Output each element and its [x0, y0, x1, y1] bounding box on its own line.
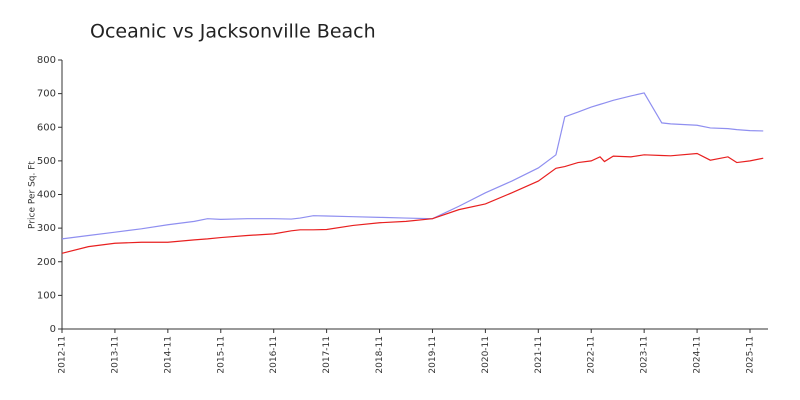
y-tick-label: 600	[37, 122, 56, 133]
y-tick-label: 700	[37, 89, 56, 100]
x-tick-label: 2023-11	[640, 336, 650, 374]
y-tick-label: 500	[37, 156, 56, 167]
x-tick-label: 2014-11	[163, 336, 173, 374]
chart-title: Oceanic vs Jacksonville Beach	[90, 21, 376, 43]
x-tick-label: 2022-11	[587, 336, 597, 374]
y-tick-label: 0	[50, 324, 56, 335]
line-series	[61, 92, 764, 240]
x-tick-label: 2024-11	[693, 336, 703, 374]
x-tick-label: 2025-11	[746, 336, 756, 374]
y-tick-label: 400	[37, 190, 56, 201]
x-tick-label: 2020-11	[481, 336, 491, 374]
y-tick-label: 300	[37, 223, 56, 234]
y-tick-label: 100	[37, 290, 56, 301]
x-tick-label: 2015-11	[216, 336, 226, 374]
x-tick-label: 2021-11	[534, 336, 544, 374]
y-axis-label: Price Per Sq. Ft	[28, 161, 38, 229]
x-tick-label: 2018-11	[375, 336, 385, 374]
line-series	[61, 152, 764, 254]
x-tick-label: 2017-11	[322, 336, 332, 374]
y-tick-label: 200	[37, 257, 56, 268]
x-tick-label: 2019-11	[428, 336, 438, 374]
x-tick-label: 2012-11	[58, 336, 68, 374]
x-tick-label: 2013-11	[110, 336, 120, 374]
y-tick-label: 800	[37, 55, 56, 66]
x-tick-label: 2016-11	[269, 336, 279, 374]
